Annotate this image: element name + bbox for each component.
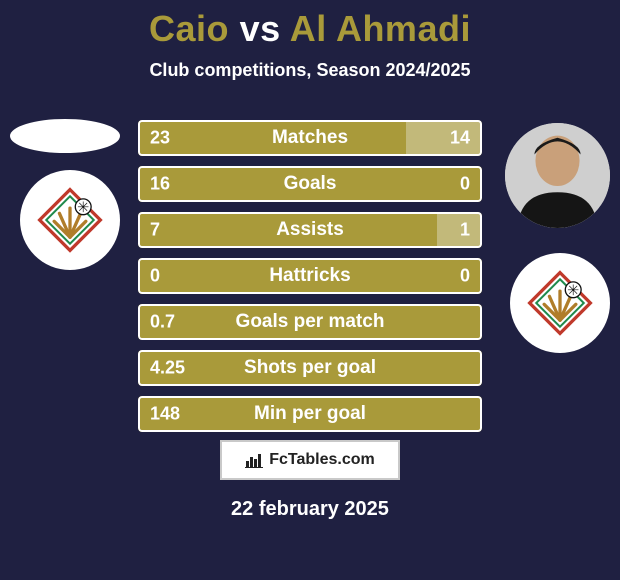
- stat-row: 0.7Goals per match: [138, 304, 482, 340]
- stat-row: 00Hattricks: [138, 258, 482, 294]
- stat-row: 160Goals: [138, 166, 482, 202]
- brand-text: FcTables.com: [269, 451, 375, 469]
- stat-row: 71Assists: [138, 212, 482, 248]
- club-crest-icon: [527, 270, 593, 336]
- player1-club-badge: [20, 170, 120, 270]
- person-icon: [505, 123, 610, 228]
- player1-avatar: [10, 119, 120, 153]
- stat-name: Goals per match: [138, 311, 482, 333]
- club-crest-icon: [37, 187, 103, 253]
- stat-name: Hattricks: [138, 265, 482, 287]
- title-player2: Al Ahmadi: [290, 8, 471, 49]
- brand-badge[interactable]: FcTables.com: [220, 440, 400, 480]
- bar-chart-icon: [245, 452, 263, 468]
- subtitle: Club competitions, Season 2024/2025: [0, 60, 620, 81]
- headline: Caio vs Al Ahmadi: [0, 8, 620, 50]
- title-player1: Caio: [149, 8, 229, 49]
- stat-name: Min per goal: [138, 403, 482, 425]
- stat-row: 148Min per goal: [138, 396, 482, 432]
- title-vs: vs: [240, 8, 281, 49]
- player2-club-badge: [510, 253, 610, 353]
- stat-name: Shots per goal: [138, 357, 482, 379]
- stat-name: Goals: [138, 173, 482, 195]
- stat-row: 4.25Shots per goal: [138, 350, 482, 386]
- player2-avatar: [505, 123, 610, 228]
- stat-row: 2314Matches: [138, 120, 482, 156]
- comparison-bars: 2314Matches 160Goals 71Assists 00Hattricks 0…: [138, 120, 482, 442]
- stat-name: Assists: [138, 219, 482, 241]
- stat-name: Matches: [138, 127, 482, 149]
- date-text: 22 february 2025: [0, 498, 620, 521]
